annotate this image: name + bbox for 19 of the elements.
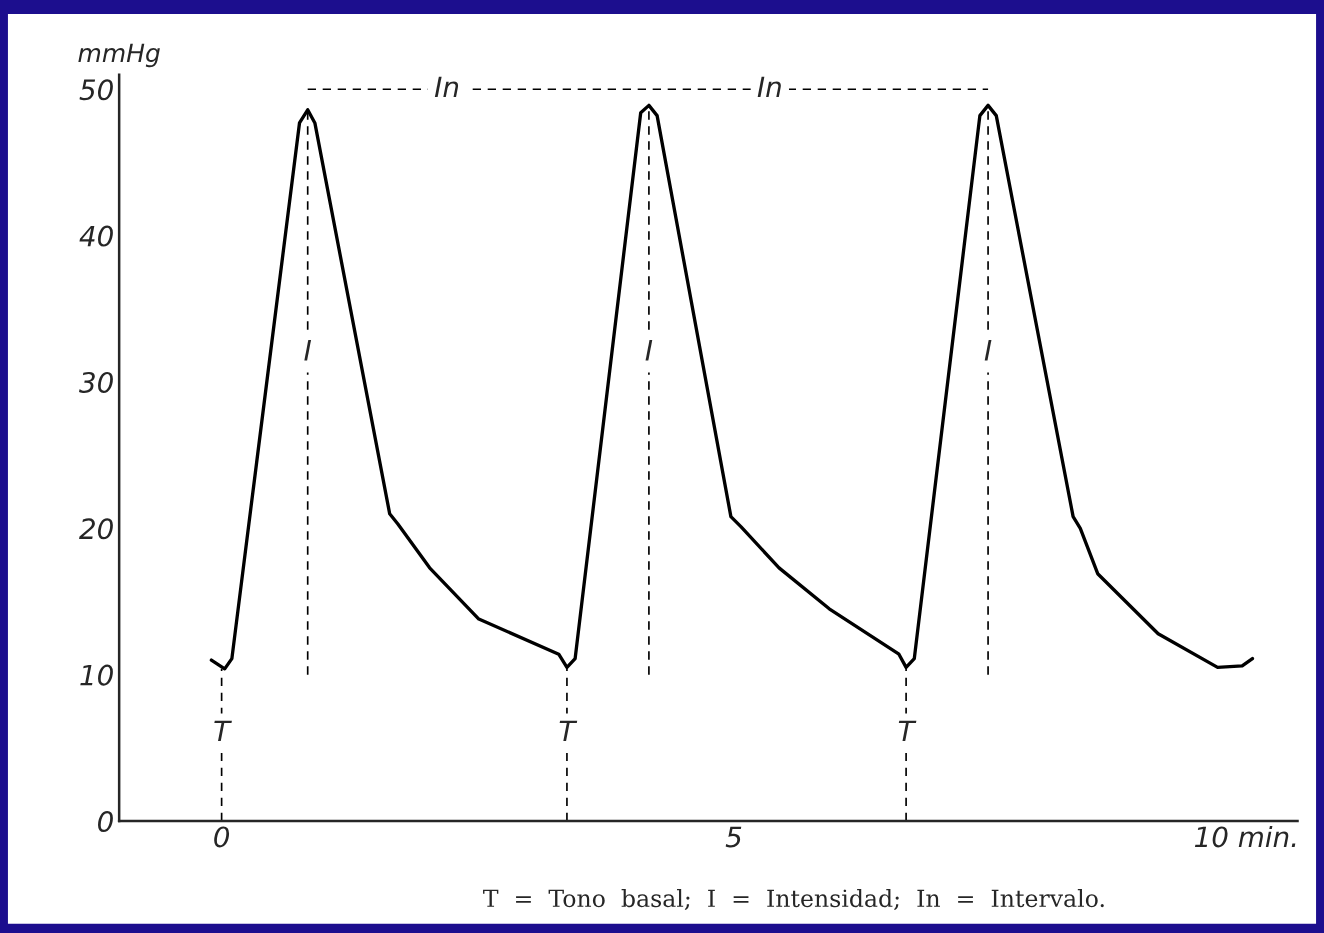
annotation: T	[214, 720, 232, 741]
annotation: T	[559, 720, 578, 741]
annotation: In	[434, 76, 459, 97]
annotation: I	[645, 340, 653, 361]
y-tick-label: 20	[79, 518, 113, 540]
annotation: I	[984, 340, 992, 361]
annotation: T	[898, 720, 917, 741]
x-tick-label: 10 min.	[1194, 825, 1296, 848]
annotation: I	[304, 340, 312, 361]
y-axis-title: mmHg	[78, 43, 160, 68]
x-tick-label: 0	[214, 826, 230, 848]
x-tick-label: 5	[725, 826, 742, 848]
text: T = Tono basal; I = Intensidad; In = Intervalo.	[483, 888, 1104, 911]
y-tick-label: 10	[80, 664, 113, 686]
annotation: In	[757, 76, 781, 97]
y-tick-label: 30	[79, 371, 113, 393]
y-tick-label: 0	[98, 810, 113, 832]
y-tick-label: 40	[79, 225, 113, 247]
y-tick-label: 50	[79, 79, 113, 101]
